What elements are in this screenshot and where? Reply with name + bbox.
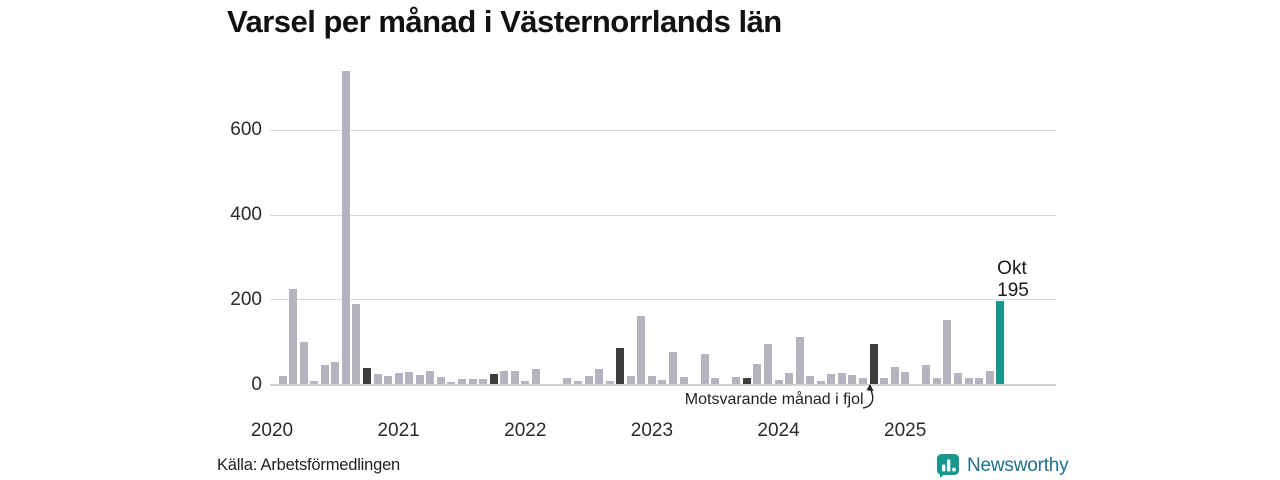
- bar-2024-08: [848, 375, 857, 384]
- bar-2023-01: [647, 375, 656, 384]
- bar-2024-06: [827, 374, 836, 384]
- chart-title: Varsel per månad i Västernorrlands län: [227, 4, 782, 39]
- bar-2024-04: [806, 376, 815, 384]
- bar-2021-09: [479, 378, 488, 384]
- annotation-arrow-icon: [862, 384, 874, 409]
- bar-2024-07: [837, 373, 846, 384]
- bar-2025-09: [985, 371, 994, 384]
- x-axis-line: [270, 383, 1056, 386]
- bar-2023-12: [764, 343, 772, 384]
- gridline-400: [270, 214, 1056, 216]
- bar-2020-09: [352, 303, 361, 384]
- bar-2024-02: [785, 373, 794, 384]
- bar-2022-05: [563, 378, 572, 384]
- bar-2020-02: [278, 376, 287, 384]
- bar-2023-02: [658, 379, 667, 384]
- bar-2020-12: [384, 375, 393, 384]
- bar-2021-03: [415, 374, 424, 384]
- bar-2024-03: [795, 337, 804, 384]
- bar-2025-04: [932, 377, 941, 384]
- bar-2021-11: [500, 370, 509, 384]
- bar-2022-10: [616, 348, 625, 384]
- bar-2020-06: [320, 364, 329, 384]
- bar-2025-05: [943, 320, 952, 384]
- bar-2025-08: [975, 377, 984, 384]
- bar-2025-07: [964, 377, 973, 384]
- y-tick-label-400: 400: [230, 204, 262, 226]
- bar-2022-12: [637, 316, 646, 384]
- bar-2021-12: [510, 370, 519, 384]
- annotation-same-month-last-year: Motsvarande månad i fjol: [684, 391, 864, 408]
- gridline-600: [270, 129, 1056, 131]
- bar-2023-09: [732, 376, 741, 384]
- bar-2022-01: [521, 381, 530, 384]
- bar-2022-06: [574, 381, 583, 384]
- peak-label-value: 195: [997, 279, 1029, 301]
- bar-2024-11: [880, 377, 889, 384]
- bar-2022-08: [595, 369, 604, 384]
- bar-2022-09: [605, 380, 614, 384]
- x-tick-label-2020: 2020: [250, 420, 294, 441]
- bar-2021-01: [394, 372, 403, 384]
- brand-logo: Newsworthy: [936, 453, 1069, 478]
- bar-2024-09: [858, 378, 867, 384]
- bar-2020-11: [373, 373, 382, 384]
- x-tick-label-2022: 2022: [504, 420, 547, 441]
- bar-2025-03: [922, 364, 931, 384]
- bar-2023-06: [700, 353, 709, 384]
- bar-2025-10: [996, 301, 1005, 384]
- bar-2025-06: [953, 373, 962, 384]
- y-tick-label-600: 600: [230, 119, 262, 141]
- bar-2020-03: [289, 288, 298, 384]
- bar-2022-07: [584, 375, 593, 384]
- bar-2020-04: [299, 341, 308, 384]
- bar-2020-10: [362, 367, 371, 384]
- x-tick-label-2023: 2023: [630, 420, 674, 441]
- x-tick-label-2024: 2024: [757, 420, 800, 441]
- x-tick-label-2025: 2025: [884, 420, 927, 441]
- y-tick-label-200: 200: [230, 288, 262, 310]
- peak-value-label: Okt 195: [997, 258, 1029, 301]
- bar-2021-08: [468, 378, 477, 384]
- newsworthy-bars-icon: [937, 454, 959, 478]
- bar-2023-07: [711, 378, 720, 384]
- y-tick-label-0: 0: [251, 373, 262, 395]
- peak-label-month: Okt: [997, 258, 1027, 279]
- bar-2023-10: [742, 378, 751, 384]
- bar-2022-11: [626, 375, 635, 384]
- bar-2025-01: [901, 371, 910, 384]
- bar-2020-07: [331, 362, 340, 384]
- bar-2023-04: [679, 376, 688, 384]
- bar-2023-03: [669, 352, 678, 384]
- bar-2020-05: [310, 381, 319, 384]
- bar-2021-10: [489, 373, 498, 384]
- bar-2024-12: [890, 367, 899, 384]
- source-label: Källa: Arbetsförmedlingen: [217, 456, 401, 474]
- bar-2023-11: [753, 363, 762, 384]
- brand-wordmark: Newsworthy: [967, 454, 1069, 476]
- x-tick-label-2021: 2021: [377, 420, 420, 441]
- bar-2022-02: [531, 369, 540, 384]
- bar-2021-06: [447, 382, 456, 384]
- bar-2021-07: [457, 378, 466, 384]
- bar-2024-01: [774, 380, 783, 384]
- bar-2021-04: [426, 370, 435, 384]
- bar-2020-08: [341, 70, 350, 384]
- gridline-200: [270, 299, 1056, 301]
- bar-2021-02: [405, 371, 414, 384]
- bar-2021-05: [436, 376, 445, 384]
- bar-2024-05: [816, 381, 825, 384]
- bar-2024-10: [869, 343, 878, 384]
